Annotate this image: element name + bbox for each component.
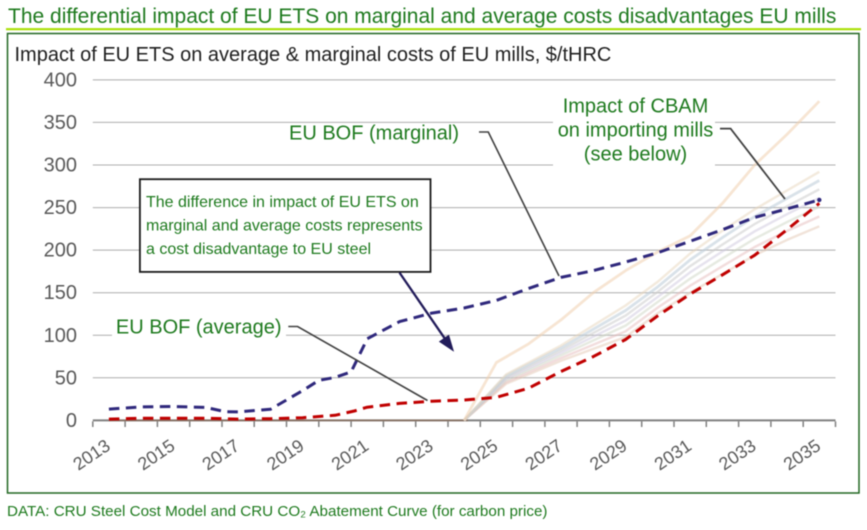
svg-text:The difference in impact of EU: The difference in impact of EU ETS on [146,194,419,211]
svg-text:200: 200 [44,240,77,262]
svg-text:EU BOF (average): EU BOF (average) [116,317,282,339]
svg-text:400: 400 [44,69,77,91]
svg-text:50: 50 [55,367,77,389]
svg-text:marginal and average costs rep: marginal and average costs represents [146,218,423,235]
svg-text:a cost disadvantage to EU stee: a cost disadvantage to EU steel [146,241,371,258]
svg-text:The differential impact of EU: The differential impact of EU ETS on mar… [8,5,836,28]
svg-text:150: 150 [44,282,77,304]
svg-text:EU BOF (marginal): EU BOF (marginal) [289,123,459,145]
svg-text:0: 0 [66,410,77,432]
svg-text:(see below): (see below) [584,144,687,166]
svg-text:Impact of CBAM: Impact of CBAM [563,96,709,118]
svg-text:on importing mills: on importing mills [558,120,714,142]
svg-text:Impact of EU ETS on average &: Impact of EU ETS on average & marginal c… [15,44,612,66]
svg-text:300: 300 [44,155,77,177]
svg-text:100: 100 [44,325,77,347]
svg-text:350: 350 [44,112,77,134]
svg-text:250: 250 [44,197,77,219]
svg-text:DATA: CRU Steel Cost Model and: DATA: CRU Steel Cost Model and CRU CO₂ A… [7,503,547,520]
